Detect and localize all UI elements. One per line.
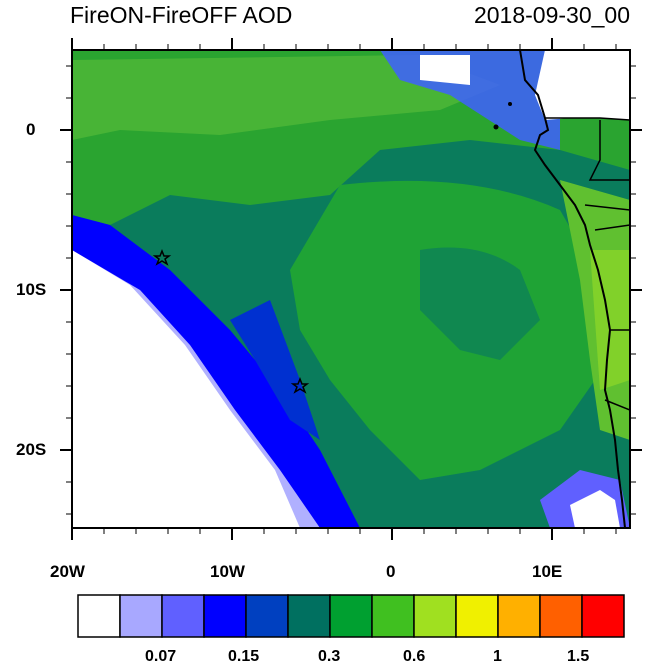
y-label-0: 0 xyxy=(26,120,36,139)
colorbar-label: 0.07 xyxy=(145,648,177,665)
y-label-10s: 10S xyxy=(16,280,47,299)
star-marker-icon xyxy=(152,248,172,266)
map-title: FireON-FireOFF AOD xyxy=(70,2,293,28)
colorbar-label: 1.5 xyxy=(567,648,590,665)
colorbar-label: 0.15 xyxy=(228,648,260,665)
aod-field xyxy=(72,50,630,528)
colorbar-swatch xyxy=(203,594,247,638)
x-label-0: 0 xyxy=(386,562,396,581)
colorbar-label: 0.6 xyxy=(403,648,426,665)
minor-ticks xyxy=(66,44,636,534)
colorbar-swatch xyxy=(413,594,457,638)
colorbar-swatch xyxy=(119,594,163,638)
x-label-20w: 20W xyxy=(50,562,85,581)
x-label-10w: 10W xyxy=(210,562,245,581)
colorbar-label: 0.3 xyxy=(318,648,341,665)
colorbar-swatch xyxy=(287,594,331,638)
x-label-10e: 10E xyxy=(532,562,563,581)
colorbar-swatch xyxy=(581,594,625,638)
colorbar-swatch xyxy=(497,594,541,638)
colorbar-swatch xyxy=(329,594,373,638)
colorbar-swatch xyxy=(161,594,205,638)
colorbar xyxy=(77,594,625,638)
colorbar-label: 1 xyxy=(493,648,502,665)
map-date: 2018-09-30_00 xyxy=(473,2,630,28)
colorbar-swatch xyxy=(371,594,415,638)
star-marker-icon xyxy=(290,376,310,394)
axis-ticks xyxy=(60,38,642,540)
colorbar-swatch xyxy=(77,594,121,638)
y-label-20s: 20S xyxy=(16,440,47,459)
colorbar-swatch xyxy=(245,594,289,638)
colorbar-swatch xyxy=(455,594,499,638)
colorbar-swatch xyxy=(539,594,583,638)
